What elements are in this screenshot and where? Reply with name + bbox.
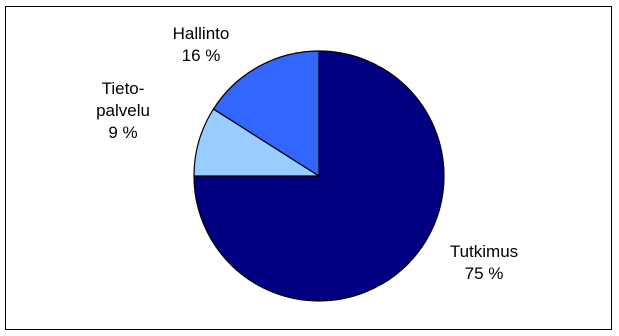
pie-percent-label-tutkimus: 75 % — [465, 264, 504, 283]
pie-labels: Tutkimus 75 % Tieto-palvelu 9 % Hallinto 16 % — [96, 24, 518, 283]
pie-percent-label-hallinto: 16 % — [182, 46, 221, 65]
pie-category-label-tietopalvelu: Tieto- — [102, 79, 145, 98]
pie-category-label-hallinto: Hallinto — [173, 24, 230, 43]
pie-slices — [193, 50, 445, 302]
pie-category-label-tietopalvelu: palvelu — [96, 101, 150, 120]
pie-percent-label-tietopalvelu: 9 % — [108, 123, 137, 142]
pie-category-label-tutkimus: Tutkimus — [450, 242, 518, 261]
pie-slice-tutkimus — [193, 50, 445, 302]
pie-slice-hallinto — [212, 50, 320, 178]
